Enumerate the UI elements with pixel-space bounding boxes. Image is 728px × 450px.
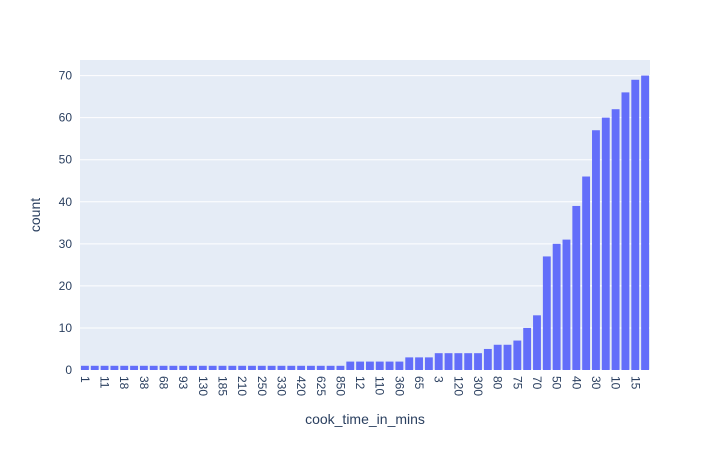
- y-tick-label: 0: [65, 363, 72, 377]
- bar: [257, 365, 266, 370]
- bar: [631, 79, 640, 370]
- bar: [483, 348, 492, 370]
- bar: [513, 340, 522, 370]
- bar: [346, 361, 355, 370]
- bar: [169, 365, 178, 370]
- bar: [130, 365, 138, 370]
- bar: [238, 365, 247, 370]
- bar: [159, 365, 168, 370]
- x-tick-label: 250: [255, 376, 269, 396]
- x-tick-label: 3: [432, 376, 446, 383]
- bar: [80, 365, 89, 370]
- bar: [503, 344, 512, 370]
- bar: [100, 365, 109, 370]
- x-tick-label: 40: [569, 376, 583, 390]
- x-tick-label: 130: [196, 376, 210, 396]
- bar: [385, 361, 394, 370]
- y-tick-label: 70: [59, 69, 73, 83]
- x-tick-label: 12: [353, 376, 367, 390]
- bar: [375, 361, 384, 370]
- bar: [523, 327, 532, 370]
- bar: [464, 353, 473, 370]
- bar: [228, 365, 237, 370]
- bar: [493, 344, 502, 370]
- bar: [572, 205, 581, 370]
- bar: [444, 353, 453, 370]
- bar: [415, 357, 423, 370]
- bar: [434, 353, 443, 370]
- bar: [110, 365, 119, 370]
- x-tick-label: 110: [373, 376, 387, 395]
- x-tick-label: 75: [510, 376, 524, 390]
- x-tick-label: 625: [314, 376, 328, 396]
- y-tick-label: 50: [59, 153, 73, 167]
- x-tick-label: 10: [609, 376, 623, 390]
- x-tick-label: 185: [216, 376, 230, 396]
- bar: [307, 365, 315, 370]
- x-tick-label: 80: [491, 376, 505, 390]
- y-axis-title: count: [27, 198, 43, 232]
- y-tick-label: 10: [59, 321, 73, 335]
- x-tick-label: 30: [589, 376, 603, 390]
- x-tick-label: 330: [274, 376, 288, 396]
- x-tick-label: 300: [471, 376, 485, 396]
- bar: [336, 365, 345, 370]
- bar: [365, 361, 374, 370]
- bar: [90, 365, 99, 370]
- y-tick-label: 60: [59, 111, 73, 125]
- x-tick-label: 18: [117, 376, 131, 390]
- x-tick-label: 360: [392, 376, 406, 396]
- bar: [641, 75, 650, 370]
- x-tick-label: 50: [550, 376, 564, 390]
- x-tick-label: 1: [78, 376, 92, 383]
- bar: [316, 365, 325, 370]
- x-tick-label: 11: [98, 376, 112, 389]
- bar: [248, 365, 256, 370]
- bar: [287, 365, 296, 370]
- bar: [218, 365, 227, 370]
- bar: [149, 365, 158, 370]
- x-tick-label: 210: [235, 376, 249, 396]
- y-tick-label: 30: [59, 237, 73, 251]
- bar: [621, 92, 630, 370]
- bar: [267, 365, 276, 370]
- bar: [395, 361, 404, 370]
- bar: [562, 239, 571, 370]
- bar: [601, 117, 610, 370]
- bar: [297, 365, 306, 370]
- y-tick-label: 20: [59, 279, 73, 293]
- bar: [198, 365, 207, 370]
- bar: [277, 365, 286, 370]
- bar: [405, 357, 414, 370]
- bar: [120, 365, 129, 370]
- x-tick-label: 38: [137, 376, 151, 390]
- bar: [542, 256, 551, 370]
- x-tick-label: 120: [451, 376, 465, 396]
- y-tick-label: 40: [59, 195, 73, 209]
- bar: [179, 365, 188, 370]
- bar: [592, 130, 600, 370]
- bar: [582, 176, 591, 370]
- bar: [533, 315, 541, 370]
- x-tick-label: 68: [157, 376, 171, 390]
- bar: [424, 357, 433, 370]
- x-tick-label: 850: [333, 376, 347, 396]
- bar: [552, 243, 561, 370]
- bar: [208, 365, 217, 370]
- bar: [611, 109, 620, 371]
- x-tick-label: 93: [176, 376, 190, 390]
- bar: [326, 365, 335, 370]
- bar: [356, 361, 365, 370]
- x-tick-label: 15: [628, 376, 642, 390]
- bar: [474, 353, 482, 370]
- x-tick-label: 420: [294, 376, 308, 396]
- bar: [139, 365, 148, 370]
- x-tick-label: 65: [412, 376, 426, 390]
- x-axis-title: cook_time_in_mins: [305, 411, 425, 427]
- bar: [189, 365, 197, 370]
- x-tick-label: 70: [530, 376, 544, 390]
- bar: [454, 353, 463, 370]
